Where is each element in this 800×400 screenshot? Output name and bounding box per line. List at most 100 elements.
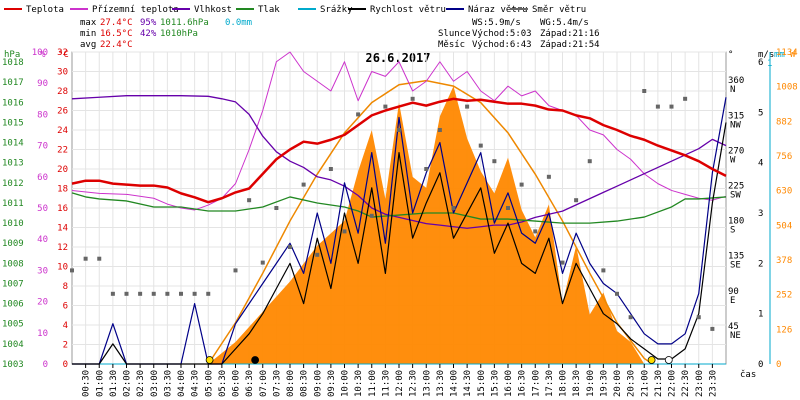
ms-tick: 6	[758, 58, 763, 68]
hpa-tick: 1006	[2, 300, 24, 310]
hpa-tick: 1018	[2, 58, 24, 68]
x-tick-label: 17:30	[545, 370, 555, 397]
stats-max-hum: 95%	[140, 18, 157, 28]
x-tick-label: 16:30	[518, 370, 528, 397]
x-tick-label: 19:00	[586, 370, 596, 397]
stats-avg-label: avg	[80, 40, 96, 50]
pct-tick: 10	[37, 329, 48, 339]
dir-tick-name: S	[730, 226, 735, 236]
ms-tick: 5	[758, 108, 763, 118]
stats-moonset: Západ:21:54	[540, 40, 600, 50]
wind-dir-point	[587, 159, 592, 164]
hpa-tick: 1011	[2, 199, 24, 209]
marker-0	[205, 356, 214, 364]
x-tick-label: 22:30	[681, 370, 691, 397]
x-tick-label: 09:00	[313, 370, 323, 397]
radiation-area	[208, 86, 645, 365]
stats-sun-label: Slunce	[438, 29, 471, 39]
wind-dir-point	[601, 268, 606, 273]
chart-title: 26.6.2017	[365, 51, 430, 65]
x-tick-label: 21:30	[654, 370, 664, 397]
temp-tick: 6	[63, 302, 68, 312]
marker-3	[664, 356, 673, 364]
wind-dir-point	[97, 256, 102, 261]
x-tick-label: 17:00	[531, 370, 541, 397]
x-tick-label: 23:00	[695, 370, 705, 397]
stats-max-rain: 0.0mm	[225, 18, 252, 28]
wind-direction-layer	[70, 89, 715, 331]
hpa-tick: 1012	[2, 179, 24, 189]
time-axis-label: čas	[740, 369, 756, 380]
time-axis: 00:30 01:00 01:30 02:00 02:30 03:00 03:30 04:00…	[82, 364, 718, 397]
wind-dir-point	[274, 206, 279, 210]
wind-dir-point	[655, 104, 660, 109]
pct-tick: 70	[37, 142, 48, 152]
pct-tick: 100	[32, 48, 48, 58]
wind-dir-point	[83, 256, 88, 261]
x-tick-label: 21:00	[640, 370, 650, 397]
hpa-tick: 1003	[2, 360, 24, 370]
x-tick-label: 03:30	[163, 370, 173, 397]
marker-2	[251, 356, 260, 364]
dir-tick-name: N	[730, 85, 735, 95]
dir-tick-deg: 270	[728, 146, 744, 156]
wind-dir-point	[206, 291, 211, 296]
hpa-tick: 1016	[2, 98, 24, 108]
x-tick-label: 07:00	[259, 370, 269, 397]
wind-dir-point	[315, 252, 320, 257]
x-tick-label: 02:00	[123, 370, 133, 397]
stats-min-temp: 16.5°C	[100, 29, 133, 39]
dir-tick-deg: 360	[728, 76, 744, 86]
hpa-tick: 1007	[2, 279, 24, 289]
wind-dir-point	[288, 245, 292, 249]
wind-dir-point	[301, 182, 306, 187]
dir-tick-name: W	[730, 155, 736, 165]
stats-max-temp: 27.4°C	[100, 18, 133, 28]
wind-dir-point	[342, 229, 347, 234]
wind-dir-point	[669, 104, 674, 109]
wind-dir-point	[356, 112, 361, 117]
stats-avg-temp: 22.4°C	[100, 40, 133, 50]
hpa-tick: 1014	[2, 139, 24, 149]
pct-tick: 40	[37, 235, 48, 245]
pct-tick: 50	[37, 204, 48, 214]
w-tick: 0	[776, 360, 781, 370]
wind-dir-point	[519, 182, 524, 187]
wind-dir-point	[70, 268, 74, 273]
wind-dir-point	[260, 260, 265, 265]
w-tick: 1008	[776, 83, 798, 93]
temp-tick: 30	[57, 68, 68, 78]
ms-unit: m/s	[758, 50, 774, 60]
wind-dir-point	[179, 291, 183, 296]
pct-tick: 80	[37, 110, 48, 120]
x-tick-label: 09:30	[327, 370, 337, 397]
wind-dir-point	[546, 174, 551, 179]
w-unit: W	[790, 50, 796, 60]
hpa-tick: 1008	[2, 259, 24, 269]
dir-tick-deg: 225	[728, 182, 744, 192]
hpa-tick: 1013	[2, 159, 24, 169]
series-rychlost-větru	[72, 122, 727, 365]
temp-tick: 16	[57, 204, 68, 214]
hpa-unit: hPa	[4, 50, 20, 60]
pct-tick: 60	[37, 173, 48, 183]
x-tick-label: 18:30	[572, 370, 582, 397]
legend-label-6: Náraz větru	[468, 5, 528, 15]
wind-dir-point	[683, 96, 688, 101]
temp-tick: 12	[57, 243, 68, 253]
x-tick-label: 18:00	[559, 370, 569, 397]
wind-dir-point	[710, 326, 715, 331]
wind-dir-point	[138, 291, 143, 296]
w-tick: 252	[776, 291, 792, 301]
dir-tick-deg: 180	[728, 217, 744, 227]
wind-dir-point	[451, 206, 456, 210]
wind-dir-point	[492, 159, 497, 164]
dir-tick-name: E	[730, 296, 735, 306]
series-tlak	[71, 192, 727, 224]
ms-tick: 2	[758, 259, 763, 269]
x-tick-label: 02:30	[136, 370, 146, 397]
w-tick: 378	[776, 256, 792, 266]
x-tick-label: 13:30	[436, 370, 446, 397]
ms-tick: 4	[758, 159, 763, 169]
